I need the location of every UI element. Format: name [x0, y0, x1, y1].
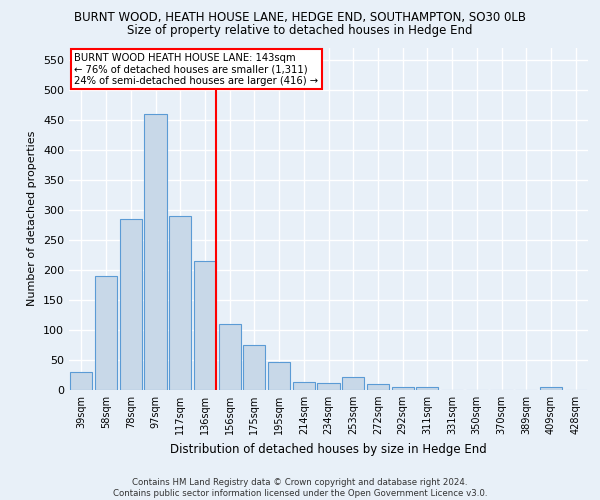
- Bar: [540, 387, 562, 390]
- Bar: [392, 387, 414, 390]
- Bar: [416, 387, 439, 390]
- X-axis label: Distribution of detached houses by size in Hedge End: Distribution of detached houses by size …: [170, 442, 487, 456]
- Bar: [70, 372, 92, 390]
- Bar: [342, 378, 364, 390]
- Bar: [243, 345, 265, 390]
- Bar: [145, 114, 167, 390]
- Text: Contains HM Land Registry data © Crown copyright and database right 2024.
Contai: Contains HM Land Registry data © Crown c…: [113, 478, 487, 498]
- Bar: [194, 261, 216, 390]
- Text: BURNT WOOD, HEATH HOUSE LANE, HEDGE END, SOUTHAMPTON, SO30 0LB: BURNT WOOD, HEATH HOUSE LANE, HEDGE END,…: [74, 11, 526, 24]
- Y-axis label: Number of detached properties: Number of detached properties: [28, 131, 37, 306]
- Bar: [169, 216, 191, 390]
- Bar: [268, 362, 290, 390]
- Bar: [367, 384, 389, 390]
- Bar: [218, 324, 241, 390]
- Text: BURNT WOOD HEATH HOUSE LANE: 143sqm
← 76% of detached houses are smaller (1,311): BURNT WOOD HEATH HOUSE LANE: 143sqm ← 76…: [74, 52, 319, 86]
- Bar: [293, 382, 315, 390]
- Bar: [119, 219, 142, 390]
- Bar: [317, 384, 340, 390]
- Text: Size of property relative to detached houses in Hedge End: Size of property relative to detached ho…: [127, 24, 473, 37]
- Bar: [95, 276, 117, 390]
